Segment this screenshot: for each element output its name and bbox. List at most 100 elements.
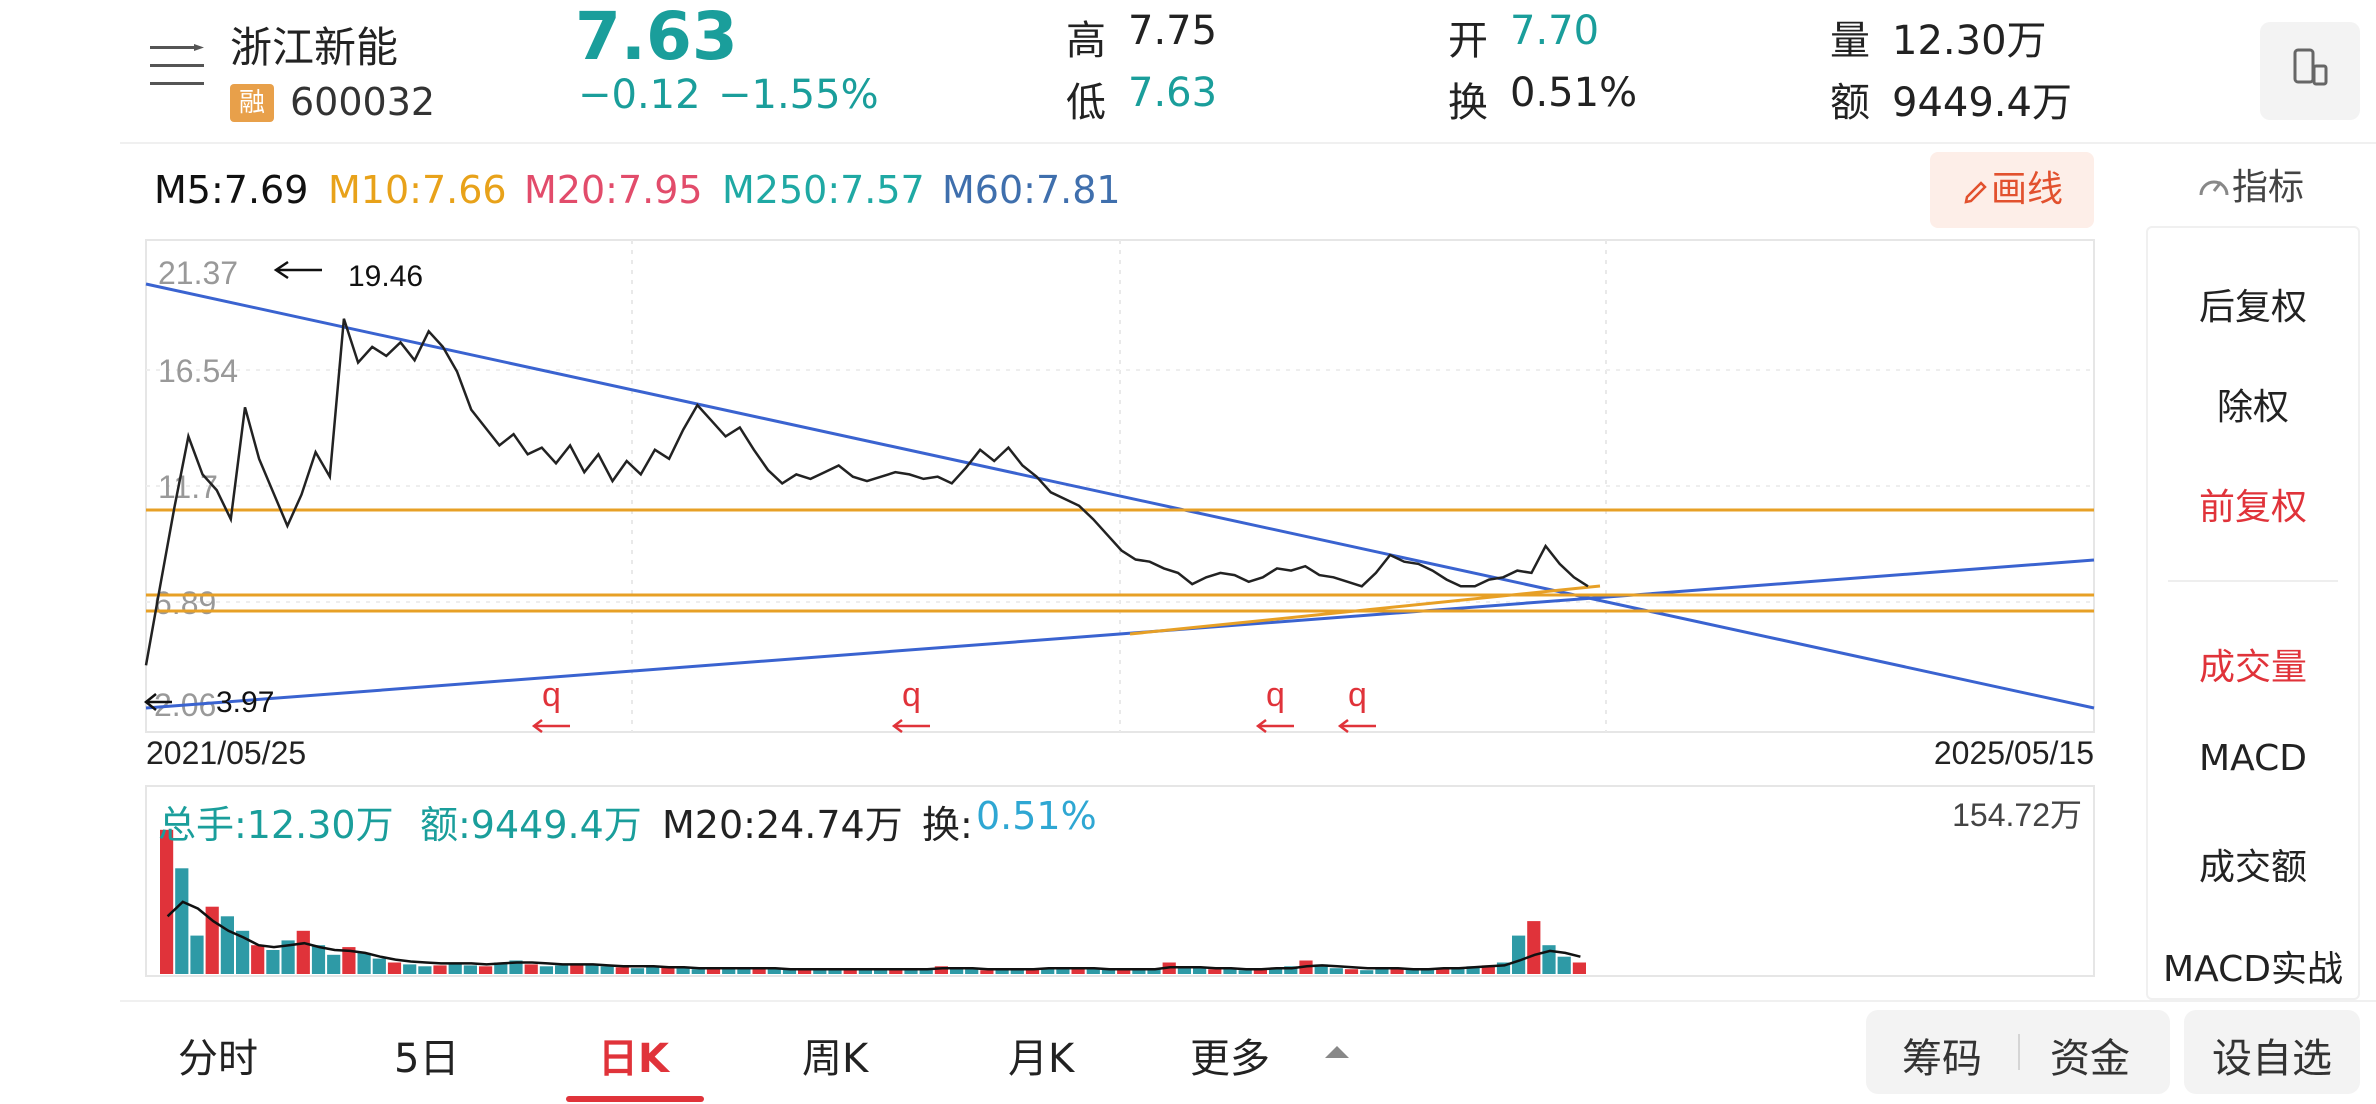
volume-bar xyxy=(1284,966,1298,974)
high-value: 7.75 xyxy=(1128,8,1218,54)
y-tick-2: 16.54 xyxy=(158,353,238,389)
indicator-label: 指标 xyxy=(2232,167,2305,208)
volume-bar xyxy=(296,930,310,974)
tab-intraday[interactable]: 分时 xyxy=(178,1036,258,1082)
volume-bar xyxy=(1390,968,1404,974)
volume-bar xyxy=(1147,968,1161,974)
tab-daily-k[interactable]: 日K xyxy=(598,1036,669,1082)
svg-text:q: q xyxy=(1348,676,1367,714)
volume-bar xyxy=(934,966,948,974)
volume-bar xyxy=(1375,969,1389,974)
volume-bar xyxy=(1314,964,1328,974)
side-item-amount[interactable]: 成交额 xyxy=(2198,847,2307,888)
side-item-macd[interactable]: MACD xyxy=(2199,738,2307,779)
volume-bar xyxy=(281,940,295,974)
volume-max-label: 154.72万 xyxy=(1952,797,2082,833)
side-panel: 后复权 除权 前复权 成交量 MACD 成交额 MACD实战 xyxy=(2146,226,2360,1000)
volume-bar xyxy=(1512,935,1526,974)
volume-bar xyxy=(813,968,827,974)
y-tick-3: 11.7 xyxy=(158,469,218,505)
volume-bar xyxy=(1208,969,1222,974)
volume-bar xyxy=(1117,970,1131,974)
event-marker-3[interactable]: q xyxy=(1255,676,1294,733)
side-item-macd-practice[interactable]: MACD实战 xyxy=(2163,949,2343,990)
volume-bar xyxy=(646,967,660,974)
volume-turnover-value: 0.51% xyxy=(976,794,1097,838)
volume-bar xyxy=(1238,970,1252,974)
gauge-icon xyxy=(2199,180,2229,196)
tab-5day[interactable]: 5日 xyxy=(394,1036,460,1082)
volume-amount-label: 额:9449.4万 xyxy=(420,803,642,847)
volume-total-label: 总手:12.30万 xyxy=(158,803,394,847)
svg-text:q: q xyxy=(542,676,561,714)
volume-bar xyxy=(1101,969,1116,974)
turnover-label: 换 xyxy=(1448,80,1488,126)
volume-bar xyxy=(342,947,356,974)
start-date: 2021/05/25 xyxy=(146,735,306,771)
tab-monthly-k[interactable]: 月K xyxy=(1008,1036,1075,1082)
current-price: 7.63 xyxy=(575,0,738,75)
pill-divider xyxy=(2018,1034,2020,1070)
volume-bar xyxy=(1056,967,1070,974)
volume-bar xyxy=(570,964,584,974)
volume-bar xyxy=(1436,968,1450,974)
tab-weekly-k[interactable]: 周K xyxy=(802,1036,869,1082)
turnover-value: 0.51% xyxy=(1510,70,1638,116)
price-line xyxy=(144,318,1589,666)
volume-bar xyxy=(828,969,842,974)
volume-bar xyxy=(767,968,781,974)
volume-bar xyxy=(874,969,888,974)
trendline-up xyxy=(145,558,2095,710)
volume-value: 12.30万 xyxy=(1892,18,2047,64)
event-marker-1[interactable]: q xyxy=(531,676,570,733)
side-item-hou-fuquan[interactable]: 后复权 xyxy=(2198,287,2307,328)
svg-text:q: q xyxy=(1266,676,1285,714)
amount-value: 9449.4万 xyxy=(1892,80,2072,126)
chips-button[interactable]: 筹码 xyxy=(1902,1036,1982,1082)
draw-line-button[interactable]: 画线 xyxy=(1930,152,2094,228)
volume-bar xyxy=(1466,966,1480,974)
end-date: 2025/05/15 xyxy=(1934,735,2094,771)
volume-bar xyxy=(1420,969,1435,974)
volume-bar xyxy=(858,968,872,974)
open-label: 开 xyxy=(1448,18,1488,64)
funds-button[interactable]: 资金 xyxy=(2050,1036,2130,1082)
min-price-marker: 3.97 xyxy=(216,686,274,719)
volume-bar xyxy=(494,962,508,974)
volume-bar xyxy=(266,950,280,974)
add-watchlist-button[interactable] xyxy=(2184,1010,2360,1094)
volume-bar xyxy=(539,966,553,974)
volume-bar xyxy=(1025,969,1040,974)
y-tick-1: 21.37 xyxy=(158,255,238,291)
ma60-label: M60:7.81 xyxy=(942,168,1121,212)
side-item-volume[interactable]: 成交量 xyxy=(2198,647,2307,688)
volume-bar xyxy=(160,829,174,974)
volume-bar xyxy=(676,968,690,974)
tab-more[interactable]: 更多 xyxy=(1190,1036,1270,1082)
event-marker-4[interactable]: q xyxy=(1337,676,1376,733)
volume-bar xyxy=(1344,969,1359,974)
volume-bar xyxy=(919,968,933,974)
volume-bar xyxy=(463,965,477,974)
side-item-chuquan[interactable]: 除权 xyxy=(2216,387,2289,428)
side-item-qian-fuquan[interactable]: 前复权 xyxy=(2198,487,2307,528)
volume-bar xyxy=(175,868,189,974)
volume-bar xyxy=(1329,968,1343,974)
pencil-icon xyxy=(1964,181,1987,204)
device-button[interactable] xyxy=(2260,22,2360,120)
volume-turnover-label: 换: xyxy=(922,803,973,847)
volume-bar xyxy=(1010,970,1024,974)
caret-up-icon[interactable] xyxy=(1322,1042,1352,1060)
ma5-label: M5:7.69 xyxy=(154,168,309,212)
menu-icon[interactable] xyxy=(150,44,204,90)
ma20-label: M20:7.95 xyxy=(524,168,703,212)
volume-bar xyxy=(220,916,234,974)
indicator-button[interactable]: 指标 xyxy=(2196,158,2304,210)
volume-bar xyxy=(600,966,614,974)
active-tab-indicator xyxy=(566,1096,704,1102)
event-marker-2[interactable]: q xyxy=(891,676,930,733)
volume-bar xyxy=(630,968,645,974)
volume-bar xyxy=(737,968,751,974)
add-watchlist-label: 设自选 xyxy=(2212,1036,2332,1082)
